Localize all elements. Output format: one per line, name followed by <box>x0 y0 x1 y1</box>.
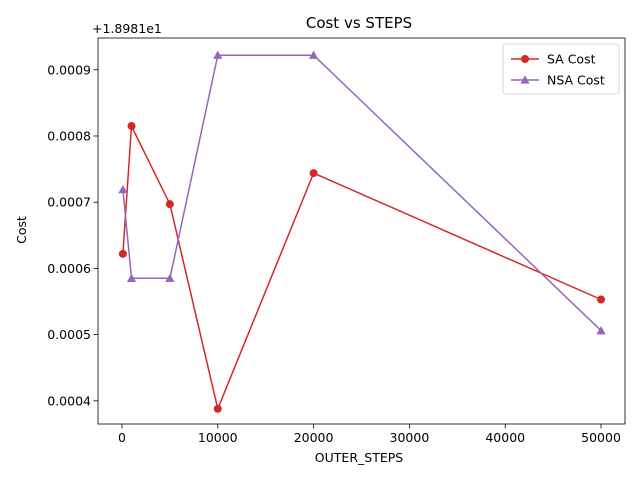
x-tick-label-1: 10000 <box>198 430 238 445</box>
x-tick-label-0: 0 <box>118 430 126 445</box>
y-offset-text: +1.8981e1 <box>92 21 162 36</box>
plot-frame <box>97 37 626 425</box>
plot-area: 0 10000 20000 30000 40000 50000 0.0004 0.0005 0.… <box>47 37 626 445</box>
legend-label-0: SA Cost <box>547 52 596 67</box>
chart-title: Cost vs STEPS <box>306 14 412 32</box>
series-0-point-3 <box>213 404 222 413</box>
series-0-point-4 <box>309 169 318 178</box>
y-tick-label-3: 0.0007 <box>47 195 91 210</box>
legend-box <box>502 43 620 95</box>
y-tick-label-1: 0.0005 <box>47 327 91 342</box>
y-tick-label-2: 0.0006 <box>47 261 91 276</box>
series-0-point-0 <box>118 249 127 258</box>
series-1-point-0 <box>118 185 128 194</box>
series-0-point-5 <box>597 295 606 304</box>
x-axis-label: OUTER_STEPS <box>315 450 403 465</box>
series-0-point-2 <box>165 200 174 209</box>
x-tick-label-4: 40000 <box>485 430 525 445</box>
series-0-point-1 <box>127 122 136 131</box>
y-tick-label-5: 0.0009 <box>47 62 91 77</box>
x-tick-label-3: 30000 <box>390 430 430 445</box>
series-line-1 <box>122 54 602 332</box>
legend-marker-1 <box>520 75 530 84</box>
y-tick-label-4: 0.0008 <box>47 128 91 143</box>
x-tick-label-5: 50000 <box>581 430 621 445</box>
y-tick-label-0: 0.0004 <box>47 393 91 408</box>
y-axis-label: Cost <box>14 216 29 244</box>
series-1-point-4 <box>308 50 319 59</box>
legend-marker-0 <box>521 55 529 63</box>
legend-label-1: NSA Cost <box>547 73 605 88</box>
series-1-point-5 <box>596 326 606 335</box>
series-line-0 <box>122 125 602 410</box>
x-tick-label-2: 20000 <box>294 430 334 445</box>
series-1-point-3 <box>213 50 223 59</box>
series-1-point-2 <box>165 273 175 283</box>
series-1-point-1 <box>126 273 137 283</box>
